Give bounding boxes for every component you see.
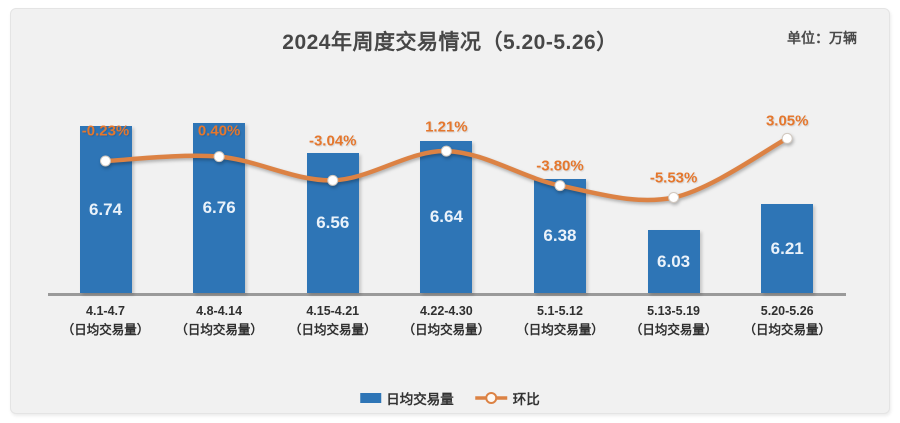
line-value-label: 3.05%	[765, 112, 809, 130]
bar: 6.76	[193, 123, 246, 294]
line-value-label: 0.40%	[197, 122, 241, 140]
line-value-label: -0.23%	[81, 122, 130, 140]
bar-value-label: 6.74	[88, 199, 123, 219]
x-axis-label: 5.13-5.19 （日均交易量）	[609, 302, 739, 340]
x-axis-label-sub: （日均交易量）	[402, 323, 491, 337]
unit-label: 单位：万辆	[787, 30, 857, 46]
bar: 6.64	[420, 141, 473, 294]
bar-legend-swatch-icon	[360, 393, 382, 403]
line-marker	[781, 132, 793, 144]
x-axis-label-sub: （日均交易量）	[516, 323, 604, 337]
line-legend-marker-icon	[474, 392, 507, 404]
bar-value-label: 6.64	[429, 207, 463, 227]
line-value-label: -5.53%	[649, 169, 698, 186]
bar: 6.03	[647, 230, 700, 294]
x-axis-label-sub: （日均交易量）	[743, 323, 831, 337]
x-axis-label: 4.15-4.21 （日均交易量）	[268, 302, 398, 340]
x-axis-label-range: 5.13-5.19	[647, 304, 700, 318]
legend-bar-label: 日均交易量	[386, 392, 454, 407]
chart-legend: 日均交易量 环比	[360, 388, 540, 408]
bar-value-label: 6.76	[202, 198, 236, 218]
legend-item-line: 环比	[474, 388, 540, 408]
x-axis-label-range: 4.1-4.7	[86, 304, 125, 318]
x-axis-label-sub: （日均交易量）	[175, 323, 263, 337]
bar-value-label: 6.03	[657, 251, 691, 271]
bar-value-label: 6.38	[543, 226, 577, 246]
line-marker	[668, 192, 680, 204]
x-axis-label-range: 5.1-5.12	[537, 304, 583, 318]
legend-item-bar: 日均交易量	[360, 388, 454, 408]
x-axis-label-range: 4.15-4.21	[306, 304, 360, 318]
chart-title: 2024年周度交易情况（5.20-5.26）	[282, 31, 618, 54]
bar: 6.56	[306, 152, 359, 294]
x-axis-label: 4.22-4.30 （日均交易量）	[381, 302, 511, 340]
x-axis-label-sub: （日均交易量）	[61, 323, 150, 337]
x-axis-label-range: 5.20-5.26	[760, 304, 814, 318]
x-axis-label-range: 4.22-4.30	[419, 304, 473, 318]
line-value-label: -3.80%	[536, 157, 584, 175]
bar: 6.21	[761, 204, 814, 294]
x-axis-label: 4.1-4.7 （日均交易量）	[41, 302, 171, 340]
x-axis-label-sub: （日均交易量）	[629, 323, 718, 337]
bar: 6.74	[79, 126, 132, 294]
x-axis-label-range: 4.8-4.14	[196, 304, 243, 318]
x-axis-label: 4.8-4.14 （日均交易量）	[154, 302, 284, 340]
legend-line-label: 环比	[512, 392, 540, 407]
line-value-label: 1.21%	[425, 118, 468, 136]
x-axis-label-sub: （日均交易量）	[288, 323, 377, 337]
x-axis-label: 5.20-5.26 （日均交易量）	[722, 302, 852, 340]
bar-value-label: 6.21	[770, 238, 804, 258]
bar: 6.38	[533, 179, 586, 294]
bar-value-label: 6.56	[316, 213, 350, 233]
x-axis-label: 5.1-5.12 （日均交易量）	[495, 302, 625, 340]
x-axis-line	[48, 293, 846, 296]
line-value-label: -3.04%	[308, 132, 357, 150]
